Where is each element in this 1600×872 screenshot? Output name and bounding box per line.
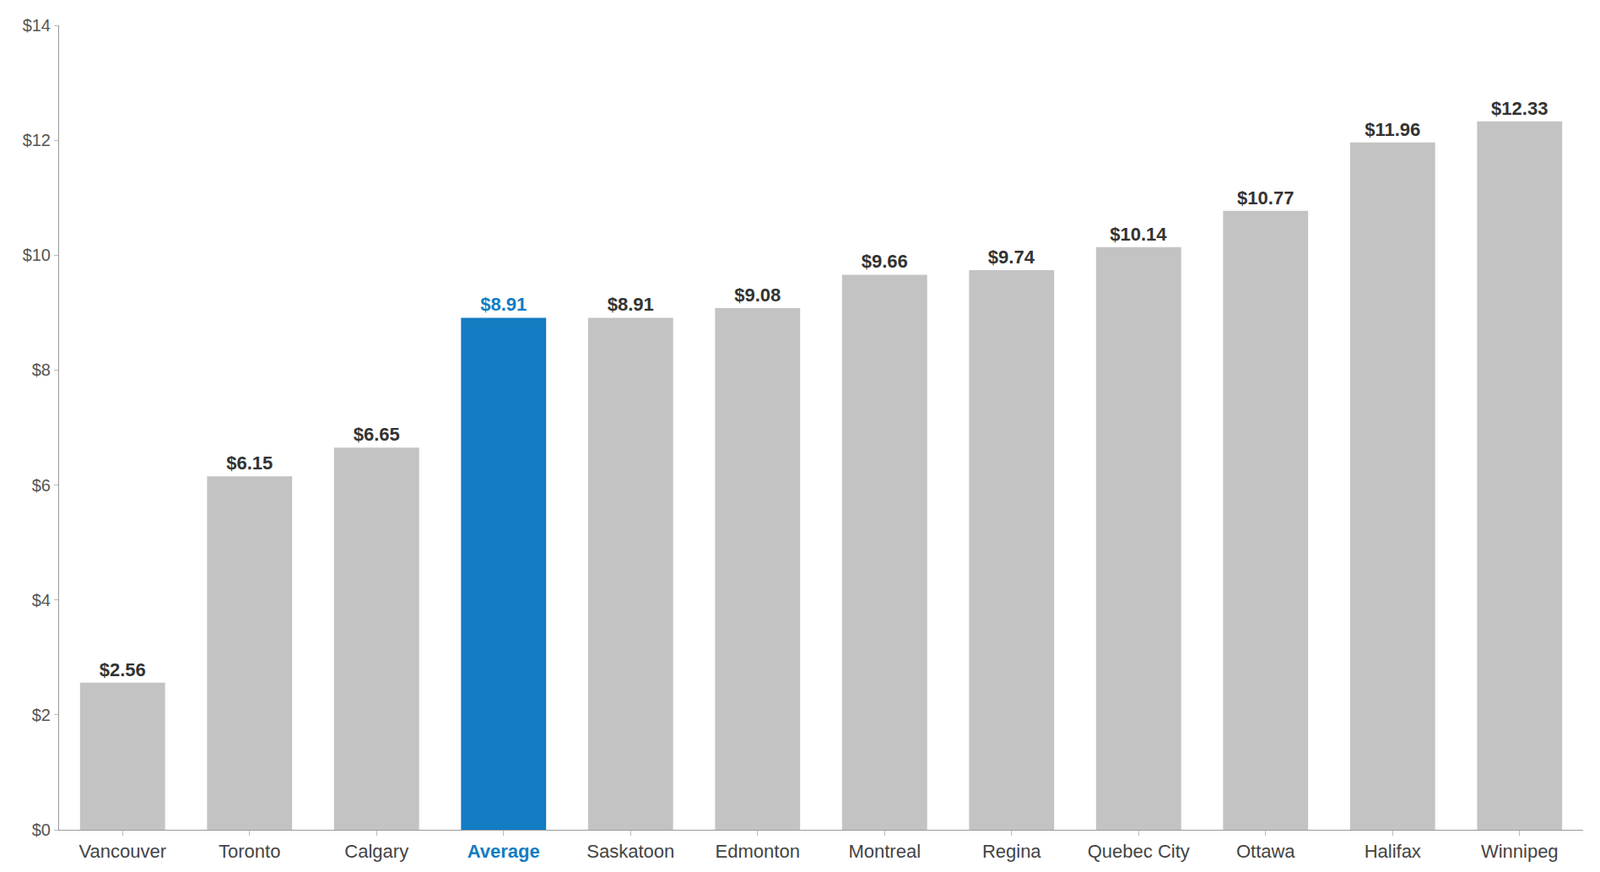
- svg-text:$9.74: $9.74: [988, 246, 1036, 268]
- svg-text:$8.91: $8.91: [480, 293, 527, 315]
- svg-text:Halifax: Halifax: [1364, 840, 1422, 862]
- svg-text:$11.96: $11.96: [1364, 118, 1421, 141]
- svg-text:$10: $10: [22, 245, 51, 265]
- svg-text:$6.15: $6.15: [226, 452, 273, 474]
- svg-text:Average: Average: [467, 840, 541, 862]
- svg-text:$10.14: $10.14: [1109, 223, 1168, 245]
- svg-text:$2: $2: [32, 705, 51, 725]
- svg-text:$12.33: $12.33: [1491, 97, 1548, 119]
- svg-text:$6.65: $6.65: [353, 423, 400, 445]
- svg-text:$6: $6: [32, 475, 51, 495]
- svg-text:$14: $14: [22, 16, 51, 35]
- svg-text:$0: $0: [32, 820, 51, 839]
- svg-text:Calgary: Calgary: [344, 840, 409, 862]
- svg-text:$2.56: $2.56: [99, 659, 146, 681]
- svg-text:$8: $8: [32, 360, 51, 379]
- svg-text:$9.66: $9.66: [861, 250, 909, 272]
- svg-text:Toronto: Toronto: [218, 840, 281, 862]
- svg-text:Montreal: Montreal: [848, 840, 921, 862]
- svg-text:Winnipeg: Winnipeg: [1481, 840, 1559, 862]
- svg-text:Quebec City: Quebec City: [1087, 840, 1190, 862]
- svg-text:$4: $4: [32, 590, 51, 610]
- svg-text:Saskatoon: Saskatoon: [586, 840, 675, 862]
- svg-text:Vancouver: Vancouver: [78, 840, 167, 862]
- svg-text:Edmonton: Edmonton: [715, 840, 800, 862]
- svg-text:Ottawa: Ottawa: [1236, 840, 1296, 862]
- svg-text:Regina: Regina: [982, 840, 1042, 862]
- svg-text:$12: $12: [22, 130, 51, 150]
- svg-text:$10.77: $10.77: [1237, 187, 1294, 209]
- svg-text:$8.91: $8.91: [607, 293, 655, 315]
- svg-text:$9.08: $9.08: [734, 284, 781, 306]
